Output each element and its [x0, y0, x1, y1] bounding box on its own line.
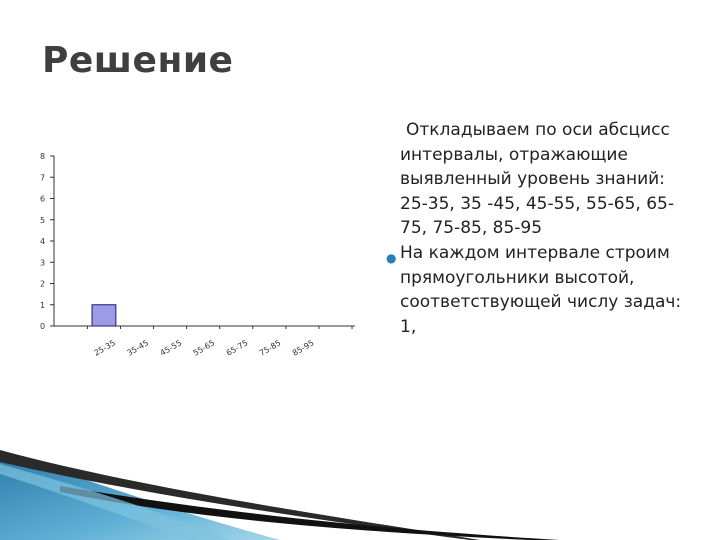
- x-tick-label: 25-35: [92, 338, 117, 357]
- x-tick-label: 45-55: [159, 338, 184, 357]
- paragraph-rectangles: На каждом интервале строим прямоугольник…: [400, 242, 682, 337]
- corner-swoosh-decoration: [0, 450, 560, 540]
- y-tick-label: 2: [40, 280, 45, 289]
- paragraph-rectangles-wrapper: ● На каждом интервале строим прямоугольн…: [386, 241, 690, 339]
- slide-title: Решение: [42, 40, 234, 81]
- x-tick-label: 75-85: [258, 338, 283, 357]
- y-ticks: 0 1 2 3 4 5 6 7 8: [40, 152, 54, 331]
- x-tick-label: 85-95: [291, 338, 316, 357]
- y-tick-label: 5: [40, 216, 45, 225]
- bullet-icon: ●: [386, 250, 397, 265]
- y-tick-label: 8: [40, 152, 45, 161]
- y-tick-label: 7: [40, 173, 45, 182]
- x-tick-label: 65-75: [225, 338, 250, 357]
- x-tick-label: 35-45: [126, 338, 151, 357]
- y-tick-label: 6: [40, 195, 45, 204]
- y-tick-label: 3: [40, 258, 45, 267]
- bar-25-35: [91, 304, 117, 327]
- chart-svg: 0 1 2 3 4 5 6 7 8 25-35 35-45 45-55 55-65 65-75 75-85…: [40, 152, 355, 358]
- y-tick-label: 1: [40, 301, 45, 310]
- y-tick-label: 0: [40, 322, 45, 331]
- paragraph-intervals: Откладываем по оси абсцисс интервалы, от…: [400, 120, 674, 239]
- x-ticks: 25-35 35-45 45-55 55-65 65-75 75-85 85-95: [86, 326, 353, 358]
- y-tick-label: 4: [40, 237, 45, 246]
- histogram-chart: 0 1 2 3 4 5 6 7 8 25-35 35-45 45-55 55-65 65-75 75-85…: [30, 140, 370, 390]
- bars: [91, 304, 117, 327]
- x-tick-label: 55-65: [192, 338, 217, 357]
- explanation-text: Откладываем по оси абсцисс интервалы, от…: [386, 118, 690, 339]
